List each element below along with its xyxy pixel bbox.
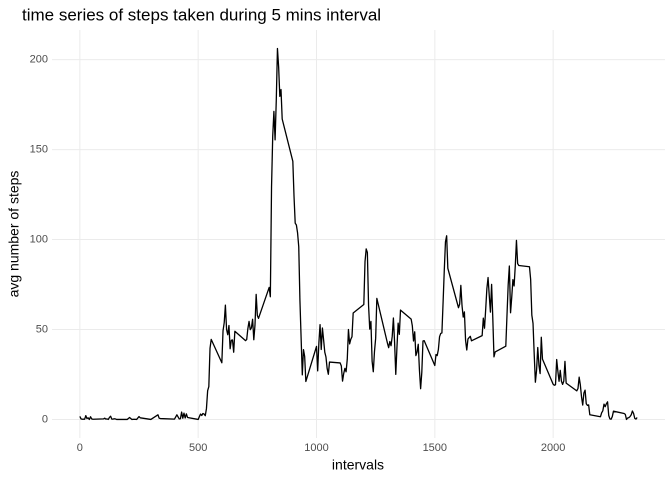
y-axis-label: avg number of steps [6, 171, 22, 298]
chart-title: time series of steps taken during 5 mins… [22, 5, 381, 24]
x-tick-label: 0 [77, 442, 83, 454]
y-tick-label: 200 [30, 54, 48, 66]
x-tick-label: 1000 [304, 442, 328, 454]
x-tick-label: 1500 [423, 442, 447, 454]
y-tick-label: 100 [30, 233, 48, 245]
data-line [79, 47, 638, 421]
y-tick-label: 150 [30, 144, 48, 156]
x-tick-label: 2000 [541, 442, 565, 454]
x-tick-label: 500 [189, 442, 207, 454]
y-tick-label: 0 [42, 413, 48, 425]
y-tick-label: 50 [36, 323, 48, 335]
x-axis-label: intervals [332, 457, 384, 473]
